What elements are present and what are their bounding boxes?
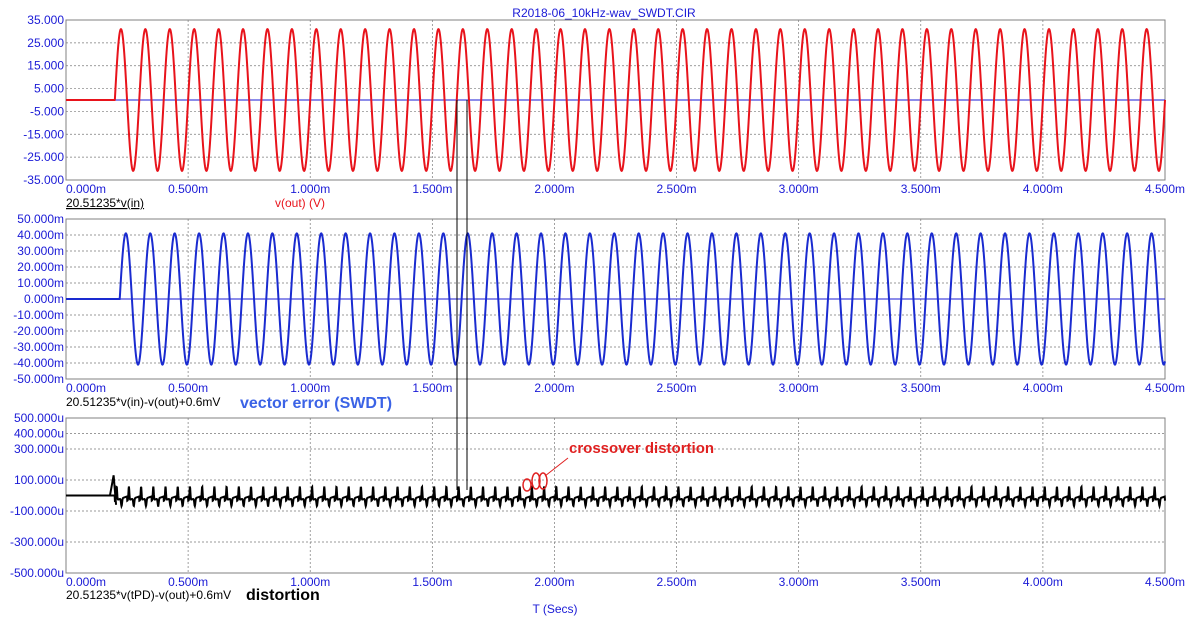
y-tick-label: 0.000m: [24, 292, 64, 306]
x-tick-label: 3.500m: [901, 182, 941, 196]
y-tick-label: -10.000m: [13, 308, 64, 322]
y-tick-label: -100.000u: [10, 504, 64, 518]
y-tick-label: 40.000m: [17, 228, 64, 242]
y-tick-label: -50.000m: [13, 372, 64, 386]
crossover-pointer-line: [544, 457, 569, 477]
y-tick-label: -35.000: [23, 173, 64, 187]
y-tick-label: -30.000m: [13, 340, 64, 354]
x-tick-label: 1.500m: [412, 182, 452, 196]
x-tick-label: 4.000m: [1023, 575, 1063, 589]
panel-bottom: 0.000m 0.500m 1.000m 1.500m 2.000m 2.500m 3.00…: [10, 411, 1185, 589]
x-tick-label: 1.000m: [290, 182, 330, 196]
annotation-crossover-distortion: crossover distortion: [569, 440, 714, 457]
series-line-bottom: [66, 484, 1166, 510]
x-tick-label: 1.500m: [412, 381, 452, 395]
y-tick-label: -25.000: [23, 150, 64, 164]
y-tick-label: 10.000m: [17, 276, 64, 290]
x-tick-label: 2.500m: [657, 182, 697, 196]
annotation-vector-error: vector error (SWDT): [240, 395, 392, 412]
x-tick-label: 4.500m: [1145, 182, 1185, 196]
x-tick-label: 1.000m: [290, 381, 330, 395]
y-tick-label: -300.000u: [10, 535, 64, 549]
y-tick-label: -20.000m: [13, 324, 64, 338]
y-tick-label: -15.000: [23, 127, 64, 141]
legend-top-left: 20.51235*v(in): [66, 196, 144, 210]
x-axis-label: T (Secs): [532, 602, 577, 616]
legend-middle-left: 20.51235*v(in)-v(out)+0.6mV: [66, 395, 220, 409]
series-startup-transient: [66, 475, 118, 505]
y-tick-label: 300.000u: [14, 442, 64, 456]
y-tick-label: 30.000m: [17, 244, 64, 258]
x-tick-label: 4.500m: [1145, 575, 1185, 589]
y-tick-label: 35.000: [27, 13, 64, 27]
legend-bottom-left: 20.51235*v(tPD)-v(out)+0.6mV: [66, 588, 231, 602]
y-tick-label: 25.000: [27, 36, 64, 50]
x-tick-label: 2.500m: [657, 381, 697, 395]
y-tick-label: 5.000: [34, 82, 64, 96]
x-tick-label: 0.500m: [168, 575, 208, 589]
x-tick-label: 2.500m: [657, 575, 697, 589]
x-tick-label: 0.000m: [66, 182, 106, 196]
x-tick-label: 4.000m: [1023, 381, 1063, 395]
y-tick-label: 20.000m: [17, 260, 64, 274]
y-tick-label: 50.000m: [17, 212, 64, 226]
x-tick-label: 3.500m: [901, 381, 941, 395]
y-tick-label: 400.000u: [14, 427, 64, 441]
x-tick-label: 0.500m: [168, 182, 208, 196]
series-line-top: [66, 27, 1166, 173]
x-tick-label: 3.000m: [779, 381, 819, 395]
x-tick-label: 4.000m: [1023, 182, 1063, 196]
x-tick-label: 0.000m: [66, 381, 106, 395]
y-tick-label: -5.000: [30, 104, 64, 118]
panel-middle: 0.000m 0.500m 1.000m 1.500m 2.000m 2.500m 3.00…: [13, 212, 1185, 395]
x-tick-label: 1.500m: [412, 575, 452, 589]
x-tick-label: 4.500m: [1145, 381, 1185, 395]
x-tick-label: 2.000m: [534, 182, 574, 196]
annotation-distortion: distortion: [246, 587, 320, 604]
x-tick-label: 0.000m: [66, 575, 106, 589]
x-tick-label: 3.000m: [779, 182, 819, 196]
y-tick-label: 500.000u: [14, 411, 64, 425]
x-tick-label: 3.500m: [901, 575, 941, 589]
x-tick-label: 3.000m: [779, 575, 819, 589]
crossover-marker-2: [531, 472, 541, 490]
x-tick-label: 2.000m: [534, 575, 574, 589]
x-tick-label: 2.000m: [534, 381, 574, 395]
panel-top: 0.000m 0.500m 1.000m 1.500m 2.000m 2.500m 3.00…: [23, 13, 1185, 196]
y-tick-label: 15.000: [27, 59, 64, 73]
crossover-marker-3: [538, 472, 548, 490]
series-line-middle: [66, 232, 1166, 366]
y-tick-label: -500.000u: [10, 566, 64, 580]
x-tick-label: 0.500m: [168, 381, 208, 395]
chart-title: R2018-06_10kHz-wav_SWDT.CIR: [512, 6, 696, 20]
y-tick-label: -40.000m: [13, 356, 64, 370]
crossover-marker-1: [522, 478, 532, 492]
x-tick-label: 1.000m: [290, 575, 330, 589]
legend-top-right: v(out) (V): [275, 196, 325, 210]
y-tick-label: 100.000u: [14, 473, 64, 487]
